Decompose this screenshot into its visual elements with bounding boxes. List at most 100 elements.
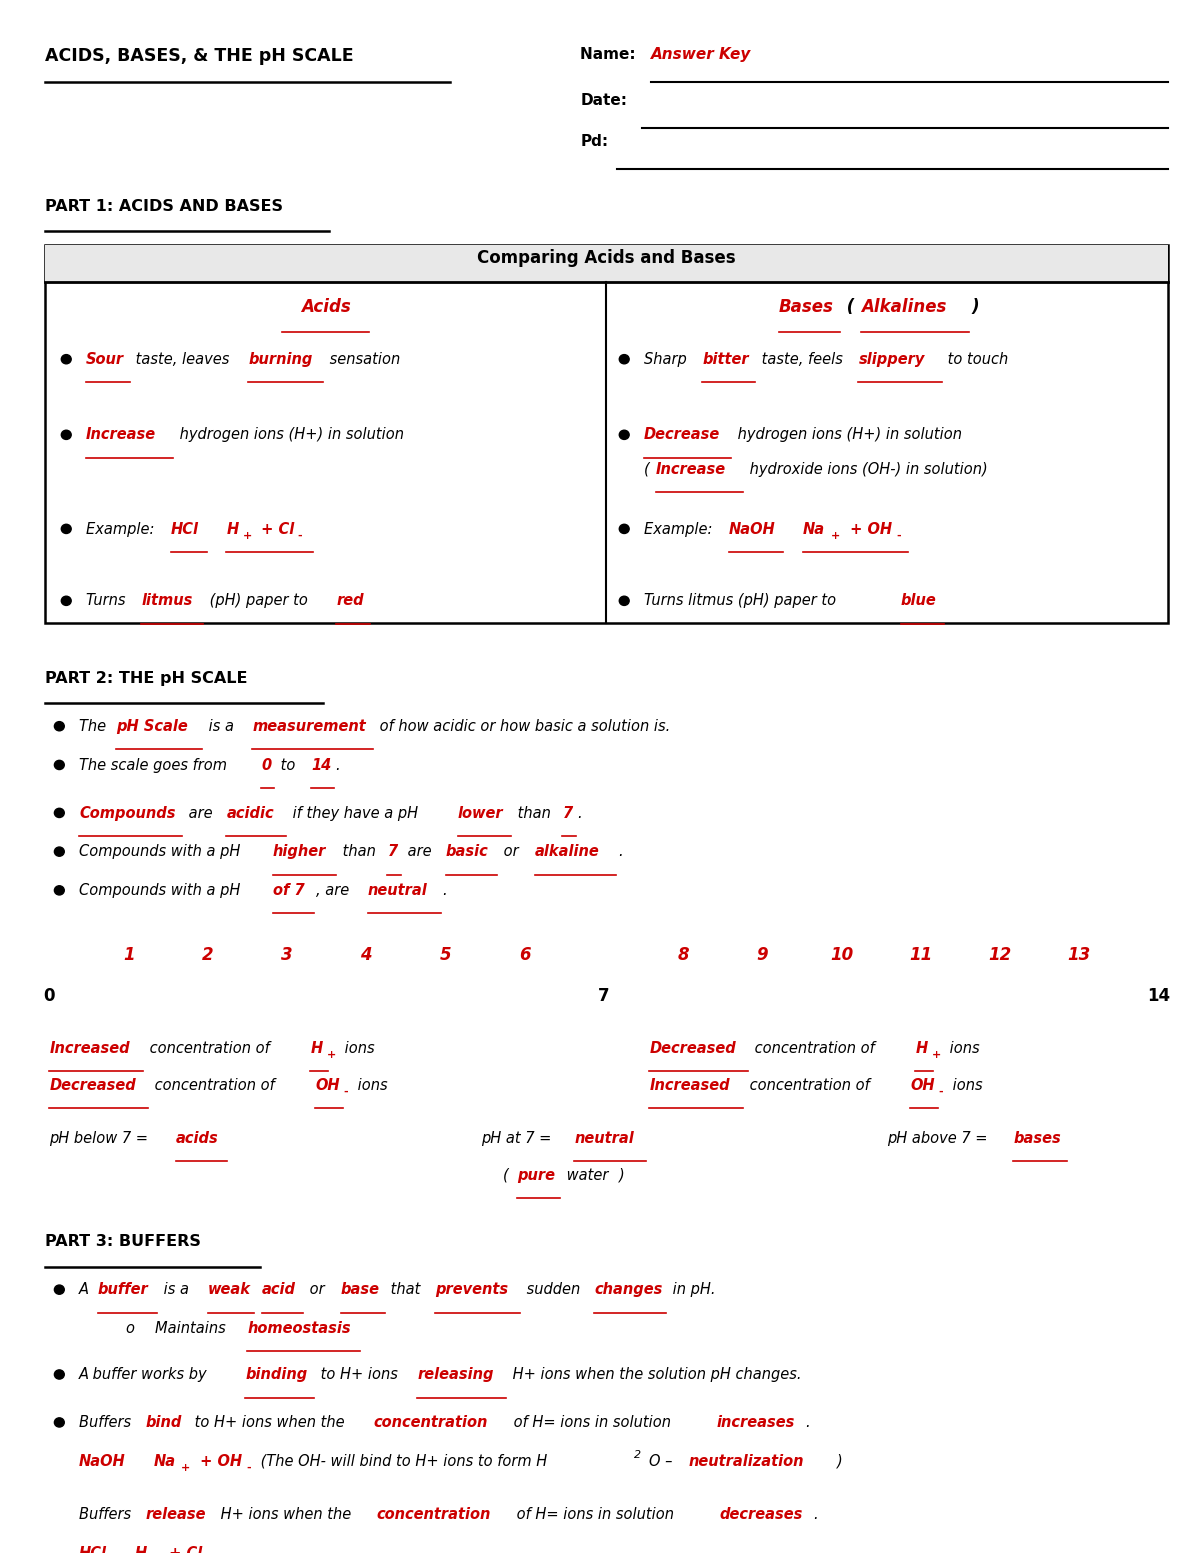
Text: litmus: litmus <box>142 593 193 609</box>
Text: PART 3: BUFFERS: PART 3: BUFFERS <box>44 1235 200 1249</box>
Text: ): ) <box>838 1454 842 1469</box>
Circle shape <box>61 525 71 534</box>
Text: bases: bases <box>1013 1131 1061 1146</box>
Text: Turns litmus (pH) paper to: Turns litmus (pH) paper to <box>644 593 841 609</box>
Text: OH: OH <box>911 1078 935 1093</box>
Text: +: + <box>181 1463 190 1472</box>
Text: 3: 3 <box>281 946 293 964</box>
Text: H: H <box>227 522 239 536</box>
Text: Pd:: Pd: <box>581 134 608 149</box>
Text: , are: , are <box>317 884 354 898</box>
Text: Compounds with a pH: Compounds with a pH <box>79 884 245 898</box>
Text: sensation: sensation <box>325 353 401 367</box>
Text: to touch: to touch <box>943 353 1009 367</box>
Text: HCl: HCl <box>79 1545 107 1553</box>
Text: 8: 8 <box>677 946 689 964</box>
Text: 7: 7 <box>563 806 572 820</box>
Text: Answer Key: Answer Key <box>652 47 751 62</box>
Text: 9: 9 <box>756 946 768 964</box>
Text: 0: 0 <box>43 988 55 1005</box>
Text: pH at 7 =: pH at 7 = <box>481 1131 557 1146</box>
Text: Na: Na <box>803 522 826 536</box>
Text: .: . <box>442 884 446 898</box>
Text: HCl: HCl <box>172 522 199 536</box>
Text: taste, leaves: taste, leaves <box>132 353 234 367</box>
Text: + Cl: + Cl <box>256 522 294 536</box>
Text: neutral: neutral <box>575 1131 634 1146</box>
Text: ions: ions <box>948 1078 983 1093</box>
Text: H+ ions when the solution pH changes.: H+ ions when the solution pH changes. <box>508 1367 802 1382</box>
Text: Sour: Sour <box>86 353 124 367</box>
Text: decreases: decreases <box>720 1508 803 1522</box>
FancyBboxPatch shape <box>44 245 1169 281</box>
Text: Decreased: Decreased <box>49 1078 136 1093</box>
Text: 7: 7 <box>598 988 610 1005</box>
Text: to: to <box>276 758 300 772</box>
Text: .: . <box>577 806 582 820</box>
Text: H+ ions when the: H+ ions when the <box>216 1508 356 1522</box>
Text: concentration: concentration <box>377 1508 491 1522</box>
Text: .: . <box>805 1415 810 1430</box>
Text: +: + <box>932 1050 941 1059</box>
Text: OH: OH <box>316 1078 340 1093</box>
Text: -: - <box>246 1463 251 1472</box>
Circle shape <box>54 1284 65 1294</box>
Text: 11: 11 <box>910 946 932 964</box>
Text: Name:: Name: <box>581 47 641 62</box>
Circle shape <box>54 846 65 856</box>
Text: 2: 2 <box>202 946 214 964</box>
Text: of 7: of 7 <box>272 884 305 898</box>
Text: burning: burning <box>248 353 312 367</box>
Text: -: - <box>938 1087 943 1096</box>
Text: -: - <box>343 1087 348 1096</box>
Text: slippery: slippery <box>858 353 925 367</box>
Text: Date:: Date: <box>581 93 628 107</box>
Text: are: are <box>403 845 437 859</box>
Text: Buffers: Buffers <box>79 1508 136 1522</box>
Text: blue: blue <box>901 593 937 609</box>
Text: of H= ions in solution: of H= ions in solution <box>509 1415 676 1430</box>
Text: -: - <box>298 531 302 540</box>
Text: o: o <box>126 1322 134 1336</box>
Text: +: + <box>830 531 840 540</box>
Text: is a: is a <box>160 1283 193 1297</box>
Text: Compounds: Compounds <box>79 806 175 820</box>
Circle shape <box>54 1510 65 1519</box>
Text: bitter: bitter <box>702 353 749 367</box>
Text: hydrogen ions (H+) in solution: hydrogen ions (H+) in solution <box>175 427 404 443</box>
Circle shape <box>61 354 71 363</box>
Text: 12: 12 <box>989 946 1012 964</box>
Text: A buffer works by: A buffer works by <box>79 1367 212 1382</box>
Text: 14: 14 <box>311 758 331 772</box>
Text: homeostasis: homeostasis <box>247 1322 350 1336</box>
Text: that: that <box>386 1283 426 1297</box>
Text: (: ( <box>644 461 649 477</box>
Text: .: . <box>814 1508 818 1522</box>
Circle shape <box>61 430 71 439</box>
Text: buffer: buffer <box>98 1283 149 1297</box>
Text: The scale goes from: The scale goes from <box>79 758 232 772</box>
Text: Increase: Increase <box>656 461 726 477</box>
Text: Comparing Acids and Bases: Comparing Acids and Bases <box>478 248 736 267</box>
Text: than: than <box>514 806 556 820</box>
Text: are: are <box>184 806 217 820</box>
Circle shape <box>619 430 629 439</box>
Text: pH below 7 =: pH below 7 = <box>49 1131 154 1146</box>
Text: .: . <box>618 845 623 859</box>
Circle shape <box>54 1418 65 1427</box>
Text: (pH) paper to: (pH) paper to <box>205 593 312 609</box>
Text: alkaline: alkaline <box>535 845 600 859</box>
Text: Buffers: Buffers <box>79 1415 136 1430</box>
Text: in pH.: in pH. <box>668 1283 715 1297</box>
Circle shape <box>54 1457 65 1466</box>
Text: releasing: releasing <box>418 1367 493 1382</box>
Text: hydrogen ions (H+) in solution: hydrogen ions (H+) in solution <box>733 427 962 443</box>
Circle shape <box>54 761 65 770</box>
Text: 13: 13 <box>1068 946 1091 964</box>
Text: to H+ ions: to H+ ions <box>317 1367 403 1382</box>
Text: binding: binding <box>245 1367 307 1382</box>
Text: ): ) <box>619 1168 624 1183</box>
Text: neutralization: neutralization <box>689 1454 804 1469</box>
Text: PART 2: THE pH SCALE: PART 2: THE pH SCALE <box>44 671 247 686</box>
Text: (The OH- will bind to H+ ions to form H: (The OH- will bind to H+ ions to form H <box>256 1454 547 1469</box>
